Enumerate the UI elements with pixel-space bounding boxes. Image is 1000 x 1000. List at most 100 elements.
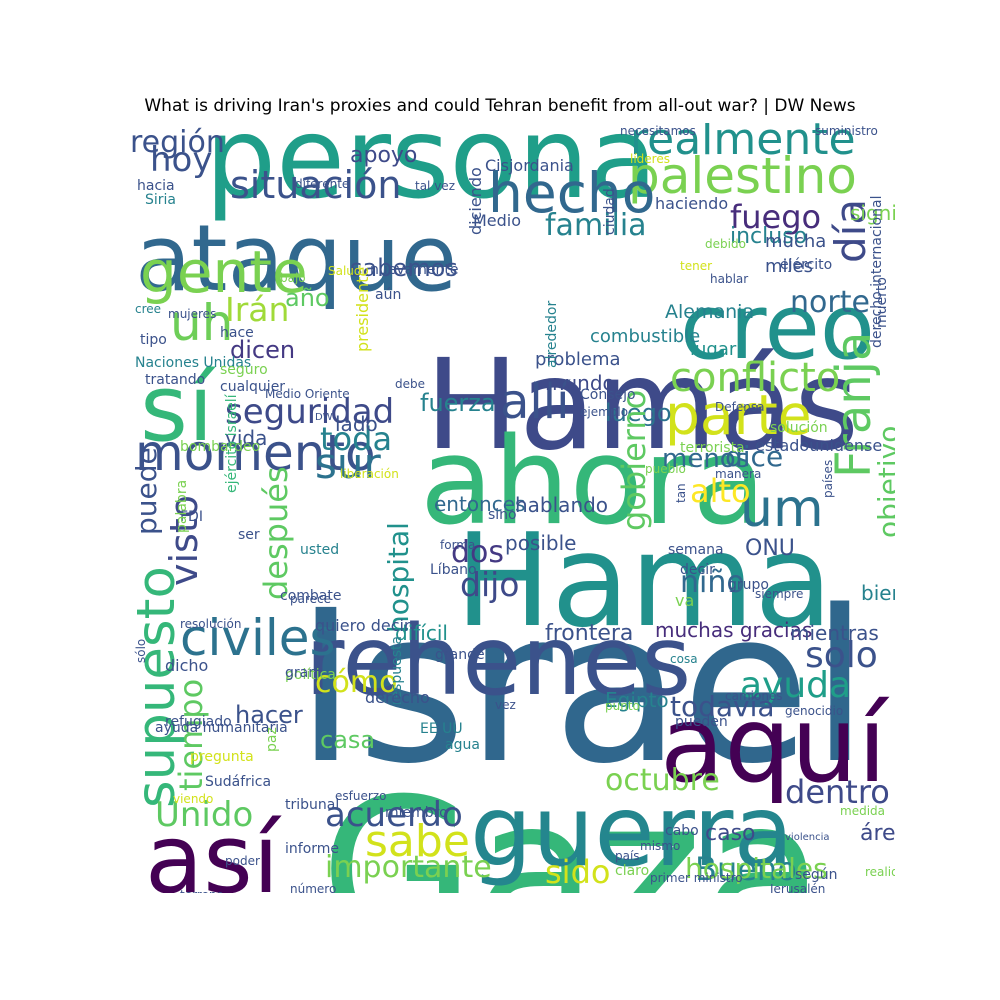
cloud-word: guerra — [470, 775, 794, 889]
cloud-word: significa — [850, 201, 895, 225]
cloud-word: seguro — [220, 362, 268, 378]
cloud-word: viendo — [173, 792, 214, 806]
cloud-word: mientras — [790, 621, 879, 645]
cloud-word: creo — [680, 275, 875, 380]
cloud-word: países — [821, 459, 835, 498]
cloud-word: casa — [320, 726, 376, 754]
cloud-word: terreno — [180, 889, 224, 893]
cloud-word: palabra — [174, 479, 190, 533]
cloud-word: Defensa — [715, 400, 765, 414]
cloud-word: estadounidense — [755, 436, 883, 455]
cloud-word: fuego — [730, 198, 822, 236]
cloud-word: primer ministro — [650, 871, 743, 885]
cloud-word: dicho — [165, 656, 209, 675]
cloud-word: bombardeo — [180, 439, 261, 455]
cloud-word: importante — [325, 850, 492, 885]
cloud-word: sabemos — [350, 254, 458, 282]
cloud-word: fuerza — [420, 389, 496, 417]
cloud-word: Sudáfrica — [205, 774, 272, 790]
cloud-word: nuevamente — [370, 262, 459, 278]
cloud-word: tipo — [140, 332, 167, 348]
cloud-word: uh — [170, 294, 234, 352]
cloud-word: mismo — [640, 839, 681, 853]
cloud-word: Hama — [455, 507, 833, 656]
cloud-word: Medio — [473, 211, 522, 230]
cloud-word: vida — [225, 426, 268, 450]
cloud-word: gran — [285, 665, 318, 681]
cloud-word: área — [860, 821, 895, 846]
cloud-word: ayuda — [740, 665, 852, 706]
cloud-word: um — [740, 479, 824, 539]
cloud-word: refugiado — [165, 714, 232, 730]
cloud-word: todavía — [670, 690, 775, 723]
cloud-word: miles — [765, 256, 813, 277]
cloud-word: según — [795, 867, 838, 883]
cloud-word: dice — [725, 440, 784, 473]
cloud-word: dos — [451, 535, 505, 570]
cloud-word: ser — [238, 527, 260, 543]
cloud-word: agua — [445, 737, 480, 753]
cloud-word: caso — [705, 821, 756, 846]
cloud-word: medida — [840, 804, 885, 818]
cloud-word: informe — [285, 841, 340, 857]
cloud-word: necesitamos — [620, 124, 696, 138]
cloud-word: palestino — [628, 147, 857, 205]
cloud-word: ejército — [780, 257, 833, 273]
cloud-word: EE UU — [420, 721, 463, 737]
cloud-word: luego — [605, 399, 672, 427]
cloud-word: bien — [861, 581, 895, 605]
cloud-word: país — [615, 849, 640, 863]
cloud-word: ejemplo — [580, 405, 629, 419]
cloud-word: hablar — [710, 272, 749, 286]
cloud-word: parece — [290, 592, 332, 606]
cloud-word: rehenes — [305, 605, 692, 717]
cloud-word: solo — [805, 635, 878, 676]
cloud-word: Franja — [826, 331, 882, 478]
cloud-word: muchas gracias — [655, 618, 813, 642]
cloud-word: cabo — [665, 823, 699, 839]
cloud-word: ataque — [135, 205, 458, 312]
cloud-word: octubre — [605, 763, 720, 798]
cloud-word: persona — [205, 123, 658, 224]
cloud-word: momento — [135, 424, 376, 482]
cloud-word: sur — [315, 439, 381, 488]
cloud-word: DW — [315, 412, 333, 423]
cloud-word: sí — [140, 355, 214, 462]
cloud-word: número — [290, 882, 337, 893]
cloud-word: familia — [545, 208, 647, 243]
cloud-word: dicen — [230, 336, 296, 364]
cloud-word: Hamás — [425, 333, 860, 478]
cloud-word: derecho — [365, 688, 430, 707]
cloud-word: terrorista — [680, 440, 745, 456]
cloud-word: hospitales — [685, 852, 828, 885]
cloud-word: difícil — [395, 621, 448, 645]
cloud-word: frontera — [545, 621, 634, 646]
cloud-word: FDI — [180, 509, 203, 525]
cloud-word: Israel — [295, 565, 869, 810]
cloud-word: cómo — [315, 665, 398, 700]
cloud-word: violencia — [785, 832, 830, 843]
cloud-word: siempre — [755, 587, 804, 601]
cloud-word: Medio Oriente — [265, 387, 350, 401]
cloud-word: liberación — [340, 467, 399, 481]
cloud-word: hacer — [235, 701, 303, 729]
cloud-word: aún — [375, 287, 402, 303]
cloud-word: claro — [615, 863, 650, 879]
cloud-word: forma — [440, 538, 476, 552]
cloud-word: mujeres — [168, 307, 217, 321]
cloud-word: decir — [680, 562, 715, 578]
cloud-word: incluso — [730, 224, 808, 249]
cloud-word: realidad — [865, 865, 895, 879]
cloud-word: Jerusalén — [770, 882, 826, 893]
cloud-word: bajo — [280, 271, 306, 285]
cloud-word: cualquier — [220, 379, 286, 395]
cloud-word: lugar — [690, 339, 737, 360]
cloud-word: después — [257, 466, 295, 600]
cloud-word: pueden — [675, 714, 728, 730]
cloud-word: cosa — [670, 652, 698, 666]
cloud-word: situación — [230, 163, 402, 207]
cloud-word: problema — [535, 349, 621, 370]
cloud-word: lado — [335, 412, 378, 436]
cloud-word: ayuda humanitaria — [155, 720, 288, 736]
cloud-word: gente — [140, 238, 308, 306]
